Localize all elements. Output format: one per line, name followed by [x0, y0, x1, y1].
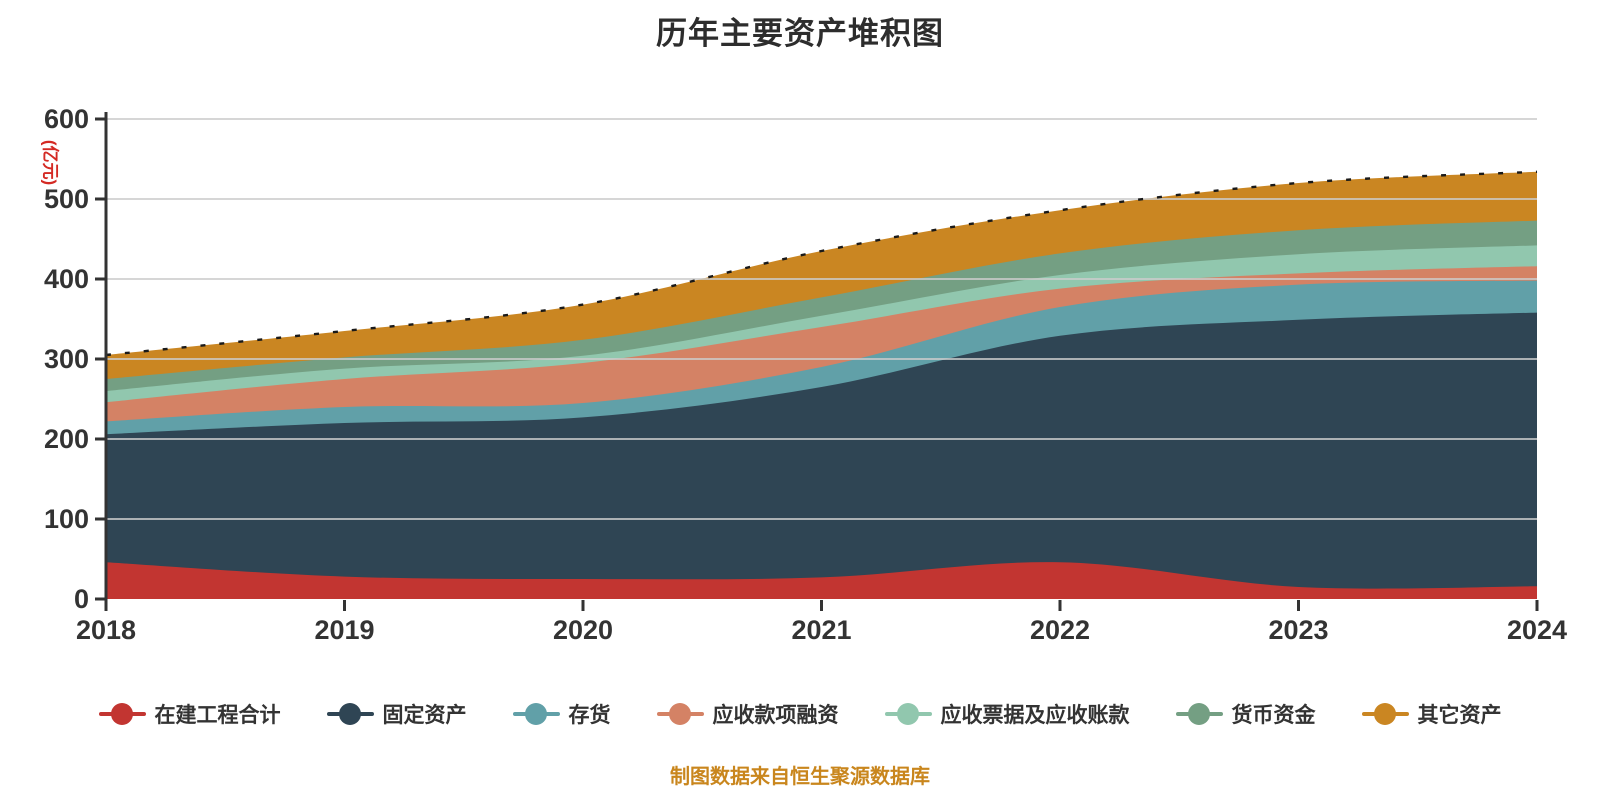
- y-axis-label-600: 600: [44, 104, 89, 134]
- legend-item-7[interactable]: 其它资产: [1361, 699, 1502, 729]
- legend-item-2[interactable]: 固定资产: [326, 699, 467, 729]
- legend: 在建工程合计 固定资产 存货 应收款项融资 应收票据及应收账款 货币资金 其它资产: [0, 699, 1600, 729]
- chart-title: 历年主要资产堆积图: [656, 16, 944, 51]
- x-axis-label-2022: 2022: [1030, 615, 1090, 645]
- data-source-caption: 制图数据来自恒生聚源数据库: [670, 766, 930, 788]
- legend-label: 其它资产: [1417, 704, 1502, 727]
- legend-label: 应收票据及应收账款: [940, 704, 1130, 727]
- x-axis-label-2019: 2019: [314, 615, 374, 645]
- y-axis-label-500: 500: [44, 184, 89, 214]
- legend-line-dot-icon: [656, 703, 704, 725]
- x-axis-label-2024: 2024: [1507, 615, 1567, 645]
- legend-item-5[interactable]: 应收票据及应收账款: [884, 699, 1130, 729]
- legend-line-dot-icon: [326, 703, 374, 725]
- legend-item-4[interactable]: 应收款项融资: [656, 699, 839, 729]
- y-axis-label-0: 0: [74, 584, 89, 614]
- area-series-2[interactable]: [106, 312, 1537, 599]
- x-axis-label-2021: 2021: [791, 615, 851, 645]
- legend-label: 应收款项融资: [712, 704, 839, 727]
- area-series-1[interactable]: [106, 562, 1537, 599]
- legend-label: 存货: [568, 704, 611, 727]
- y-axis-label-200: 200: [44, 424, 89, 454]
- legend-line-dot-icon: [98, 703, 146, 725]
- legend-line-dot-icon: [1361, 703, 1409, 725]
- stack-total-dashed-line: [105, 170, 1538, 357]
- legend-line-dot-icon: [884, 703, 932, 725]
- x-axis-label-2020: 2020: [553, 615, 613, 645]
- legend-item-1[interactable]: 在建工程合计: [98, 699, 281, 729]
- legend-line-dot-icon: [1175, 703, 1223, 725]
- y-axis-label-100: 100: [44, 504, 89, 534]
- y-axis-label-400: 400: [44, 264, 89, 294]
- y-axis-label-300: 300: [44, 344, 89, 374]
- legend-label: 在建工程合计: [154, 704, 281, 727]
- legend-line-dot-icon: [512, 703, 560, 725]
- legend-item-6[interactable]: 货币资金: [1175, 699, 1316, 729]
- x-axis-label-2023: 2023: [1268, 615, 1328, 645]
- legend-label: 货币资金: [1231, 704, 1316, 727]
- x-axis-label-2018: 2018: [76, 615, 136, 645]
- legend-label: 固定资产: [382, 704, 467, 727]
- legend-item-3[interactable]: 存货: [512, 699, 611, 729]
